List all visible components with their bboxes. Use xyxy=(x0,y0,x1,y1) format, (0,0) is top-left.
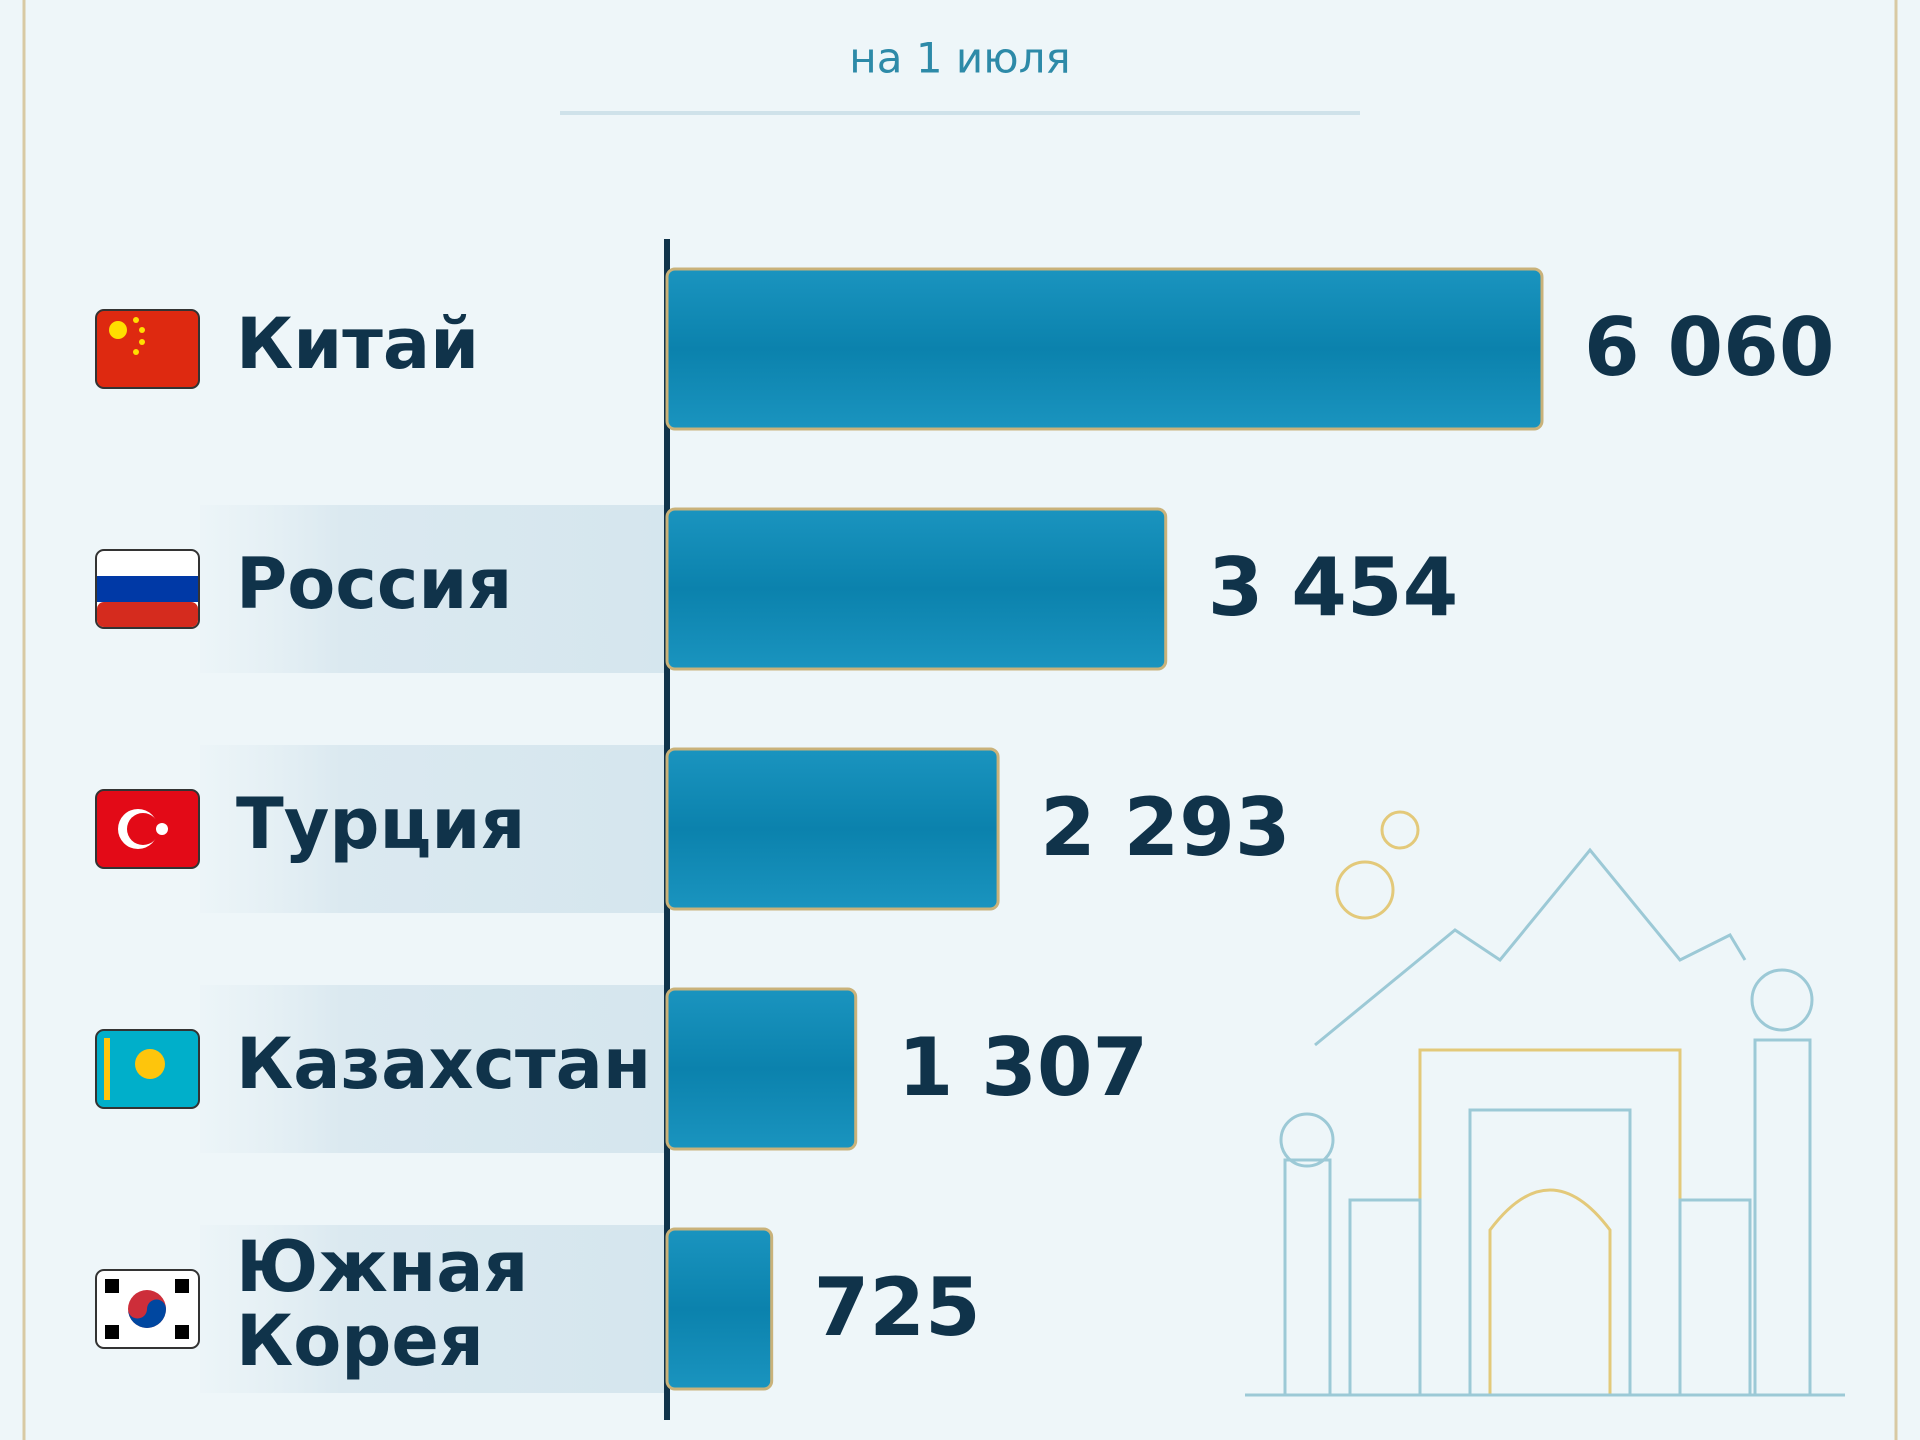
flag-star xyxy=(133,317,139,323)
flag-star xyxy=(139,327,145,333)
flag-trigram xyxy=(105,1325,119,1339)
mosque-illustration xyxy=(1245,810,1845,1397)
category-label: Россия xyxy=(236,543,512,625)
bar xyxy=(665,747,1000,911)
category-label: Китай xyxy=(236,303,479,385)
bar xyxy=(665,507,1168,671)
flag-stripe xyxy=(97,602,198,627)
row-band xyxy=(200,745,667,913)
value-label: 6 060 xyxy=(1584,301,1835,394)
category-label: Казахстан xyxy=(236,1023,651,1105)
category-label: Южная Корея xyxy=(236,1226,528,1382)
flag-icon xyxy=(95,789,200,869)
bar xyxy=(665,1227,774,1391)
flag-ornament xyxy=(104,1038,110,1100)
flag-trigram xyxy=(105,1279,119,1293)
bar xyxy=(665,267,1544,431)
flag-icon xyxy=(95,1269,200,1349)
bar xyxy=(665,987,858,1151)
flag-sun xyxy=(135,1049,165,1079)
flag-icon xyxy=(95,1029,200,1109)
category-label: Турция xyxy=(236,783,525,865)
flag-icon xyxy=(95,309,200,389)
row-bands xyxy=(200,505,667,1393)
flag-star xyxy=(139,339,145,345)
flag-trigram xyxy=(175,1325,189,1339)
value-label: 725 xyxy=(814,1261,981,1354)
row-band xyxy=(200,505,667,673)
flag-trigram xyxy=(175,1279,189,1293)
value-label: 3 454 xyxy=(1208,541,1459,634)
flag-stripe xyxy=(97,576,198,602)
flag-star xyxy=(109,321,127,339)
flag-star xyxy=(156,823,168,835)
flag-crescent xyxy=(127,813,159,845)
subtitle: на 1 июля xyxy=(849,34,1070,83)
flag-star xyxy=(133,349,139,355)
row-band xyxy=(200,985,667,1153)
flag-taeguk xyxy=(128,1299,166,1328)
value-label: 2 293 xyxy=(1040,781,1291,874)
flag xyxy=(95,309,200,389)
value-label: 1 307 xyxy=(898,1021,1149,1114)
flag-icon xyxy=(95,549,200,629)
row-band xyxy=(200,1225,667,1393)
